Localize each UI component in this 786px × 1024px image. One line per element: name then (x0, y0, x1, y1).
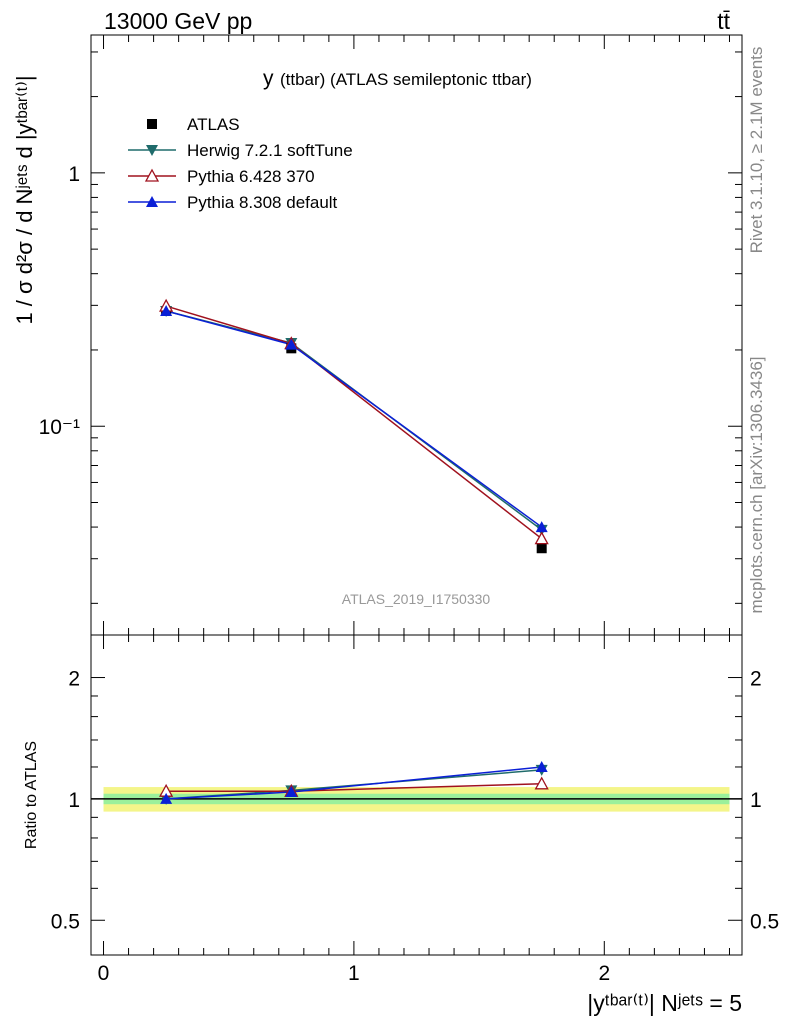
main-data-point (536, 543, 547, 554)
main-y-tick-label: 1 (68, 163, 80, 186)
main-title: y (ttbar) (ATLAS semileptonic ttbar) (263, 67, 532, 90)
ratio-y-tick-label-left: 2 (68, 668, 80, 691)
main-series-line (165, 310, 543, 531)
legend: ATLAS Herwig 7.2.1 softTune Pythia 6.428 3… (128, 115, 353, 212)
process-label: tt̄ (717, 8, 730, 34)
axes (90, 34, 743, 956)
ratio-y-tick-label-left: 0.5 (51, 910, 80, 933)
x-tick-label: 0 (98, 962, 110, 985)
tick-labels: 1 10⁻¹ 0.5 0.5 1 1 2 2 0 1 2 (39, 163, 780, 985)
legend-label: Pythia 8.308 default (187, 193, 338, 212)
ratio-data-point (285, 786, 298, 798)
legend-marker (147, 119, 157, 129)
x-axis-label: |yᵗᵇᵃʳ⁽ᵗ⁾| Nʲᵉᵗˢ = 5 (587, 990, 742, 1016)
legend-marker (146, 145, 158, 156)
main-data-point (285, 338, 298, 350)
main-ylabel: 1 / σ d²σ / d Nʲᵉᵗˢ d |yᵗᵇᵃʳ⁽ᵗ⁾| (12, 75, 37, 324)
legend-label: ATLAS (187, 115, 240, 134)
series-markers (159, 298, 549, 805)
rivet-label: Rivet 3.1.10, ≥ 2.1M events (747, 47, 766, 254)
ratio-y-tick-label-right: 1 (750, 789, 762, 812)
main-data-point (534, 531, 549, 545)
main-series-line (165, 305, 543, 540)
ratio-ylabel: Ratio to ATLAS (23, 741, 40, 849)
ratio-data-point (535, 760, 548, 772)
legend-label: Pythia 6.428 370 (187, 167, 315, 186)
ratio-data-point (534, 776, 549, 790)
legend-marker (146, 196, 158, 207)
ratio-y-tick-label-left: 1 (68, 789, 80, 812)
legend-label: Herwig 7.2.1 softTune (187, 141, 353, 160)
mcplots-label: mcplots.cern.ch [arXiv:1306.3436] (747, 356, 766, 613)
analysis-id: ATLAS_2019_I1750330 (342, 591, 491, 607)
legend-marker (144, 168, 160, 182)
series-lines (165, 305, 543, 800)
ratio-y-tick-label-right: 2 (750, 668, 762, 691)
x-tick-label: 1 (348, 962, 360, 985)
ratio-y-tick-label-right: 0.5 (750, 910, 779, 933)
main-y-tick-label: 10⁻¹ (39, 416, 80, 439)
x-tick-label: 2 (598, 962, 610, 985)
main-title-rest: (ttbar) (ATLAS semileptonic ttbar) (280, 70, 532, 89)
main-title-y: y (263, 67, 274, 90)
ratio-data-point (160, 792, 173, 804)
main-data-point (535, 521, 548, 533)
energy-label: 13000 GeV pp (104, 8, 252, 34)
ratio-frame (90, 634, 743, 956)
main-data-point (160, 304, 173, 316)
